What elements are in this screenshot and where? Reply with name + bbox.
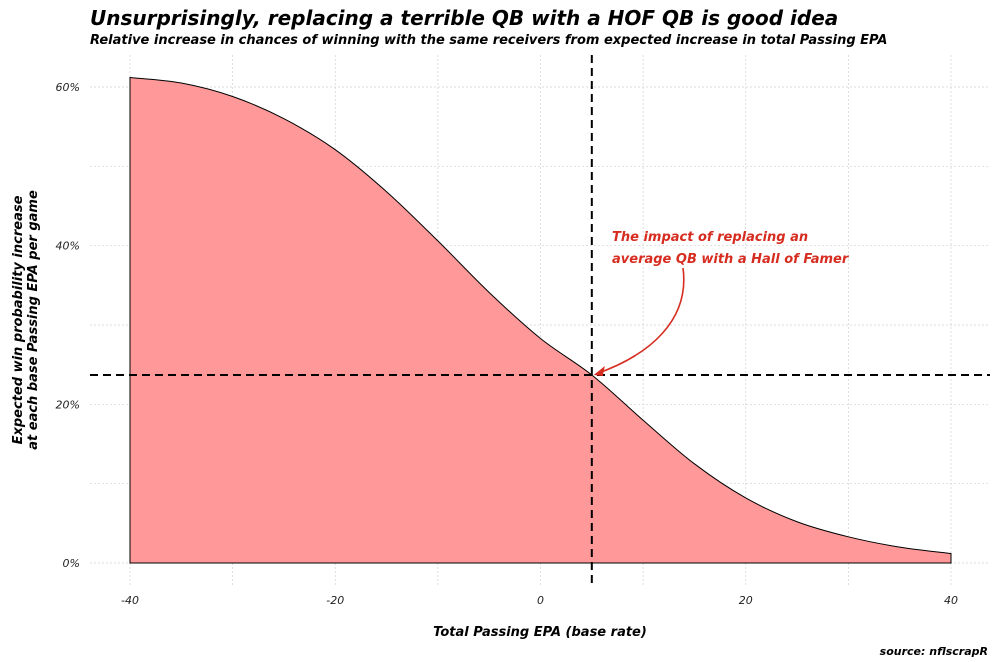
y-tick-label: 0% xyxy=(63,557,80,570)
annotation-text-line: The impact of replacing an xyxy=(612,230,808,245)
annotation-arrowhead xyxy=(593,365,605,376)
x-axis-title: Total Passing EPA (base rate) xyxy=(433,625,647,640)
source-caption: source: nflscrapR xyxy=(879,645,988,658)
annotation-text-line: average QB with a Hall of Famer xyxy=(612,252,850,267)
y-axis-title-line: Expected win probability increase xyxy=(11,195,26,444)
y-tick-label: 40% xyxy=(56,240,80,253)
x-tick-label: 0 xyxy=(537,594,544,607)
area-series xyxy=(129,76,952,564)
chart-title: Unsurprisingly, replacing a terrible QB … xyxy=(90,6,839,30)
y-axis-title: Expected win probability increase at each… xyxy=(11,190,41,450)
y-tick-label: 60% xyxy=(56,81,80,94)
y-axis-title-line: at each base Passing EPA per game xyxy=(26,190,41,450)
chart-subtitle: Relative increase in chances of winning … xyxy=(90,33,888,48)
x-tick-label: -20 xyxy=(326,594,344,607)
annotation-arrow xyxy=(595,267,685,375)
y-tick-label: 20% xyxy=(56,398,80,411)
x-tick-label: -40 xyxy=(121,594,139,607)
x-tick-label: 40 xyxy=(944,594,958,607)
x-tick-label: 20 xyxy=(739,594,753,607)
